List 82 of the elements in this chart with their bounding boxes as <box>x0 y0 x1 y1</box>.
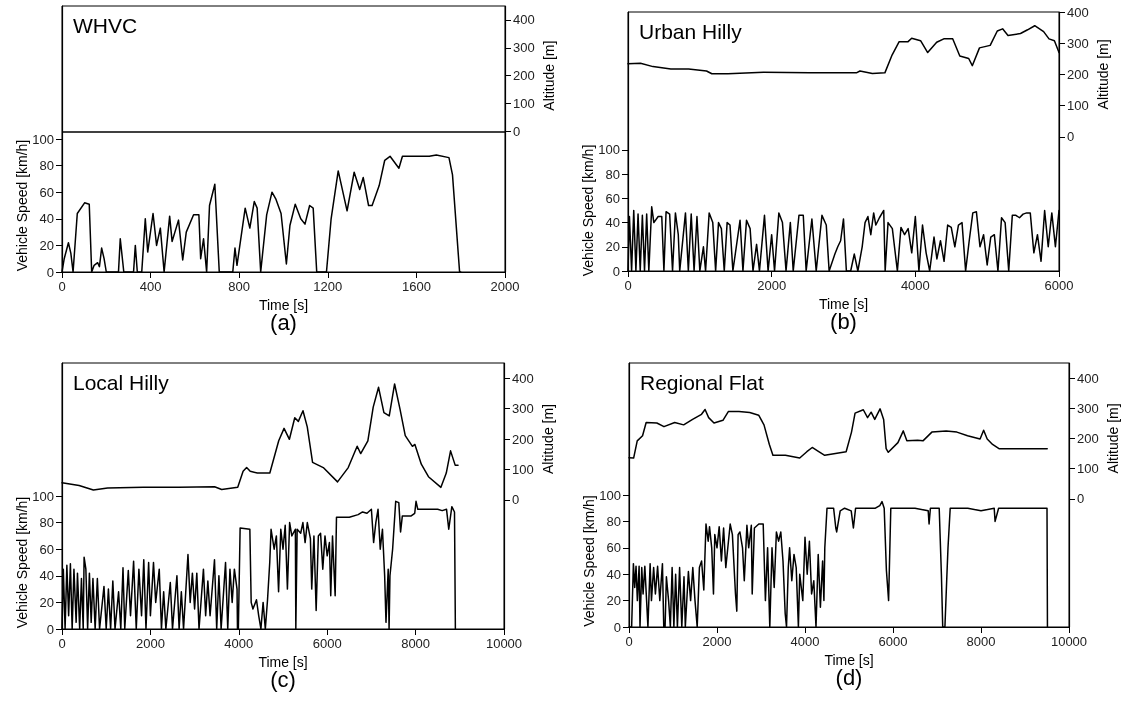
y2-tick-label: 300 <box>1077 400 1099 416</box>
y-tick-label: 60 <box>606 540 621 556</box>
x-axis-title: Time [s] <box>818 296 869 312</box>
y-tick-label: 40 <box>605 215 620 231</box>
x-tick-label: 0 <box>58 279 66 294</box>
y2-tick-label: 400 <box>1067 4 1089 20</box>
y-tick-label: 80 <box>606 513 621 529</box>
chart-title: Local Hilly <box>73 371 170 394</box>
y-tick-label: 60 <box>605 190 620 206</box>
y-axis-title: Vehicle Speed [km/h] <box>14 496 30 629</box>
y-tick-label: 0 <box>613 619 621 635</box>
y-tick-label: 100 <box>32 488 54 504</box>
x-tick-label: 2000 <box>757 278 787 293</box>
y-tick-label: 100 <box>32 131 54 147</box>
y-tick-label: 80 <box>39 515 54 531</box>
y-tick-label: 20 <box>605 239 620 255</box>
y2-tick-label: 100 <box>513 95 535 111</box>
y2-tick-label: 200 <box>512 431 534 447</box>
y-tick-label: 60 <box>39 541 54 557</box>
y-tick-label: 40 <box>39 568 54 584</box>
x-tick-label: 10000 <box>485 636 523 651</box>
x-tick-label: 1200 <box>313 279 343 294</box>
y-tick-label: 0 <box>46 264 54 280</box>
y2-tick-label: 200 <box>1067 66 1089 82</box>
y-axis-title: Vehicle Speed [km/h] <box>14 139 30 272</box>
y-tick-label: 20 <box>606 593 621 609</box>
y-tick-label: 40 <box>606 566 621 582</box>
x-tick-label: 8000 <box>966 634 996 649</box>
y-tick-label: 60 <box>39 184 54 200</box>
y2-tick-label: 400 <box>513 12 535 28</box>
x-tick-label: 2000 <box>702 634 732 649</box>
y2-axis-title: Altitude [m] <box>1095 39 1111 110</box>
x-tick-label: 10000 <box>1050 634 1088 649</box>
y2-axis-title: Altitude [m] <box>540 403 556 475</box>
chart-title: Urban Hilly <box>639 20 743 43</box>
y2-tick-label: 200 <box>1077 430 1099 446</box>
y2-tick-label: 0 <box>512 492 520 508</box>
x-axis-title: Time [s] <box>824 652 874 668</box>
y2-tick-label: 0 <box>1067 129 1075 145</box>
y2-tick-label: 0 <box>1077 491 1085 507</box>
x-tick-label: 2000 <box>135 636 165 651</box>
y2-tick-label: 100 <box>1067 98 1089 114</box>
y2-tick-label: 400 <box>1077 370 1099 386</box>
x-tick-label: 4000 <box>900 278 930 293</box>
x-axis-title: Time [s] <box>258 654 308 670</box>
y-axis-title: Vehicle Speed [km/h] <box>580 144 596 277</box>
y-tick-label: 100 <box>599 487 621 503</box>
y-tick-label: 80 <box>39 158 54 174</box>
y2-tick-label: 300 <box>1067 35 1089 51</box>
y2-tick-label: 300 <box>513 40 535 56</box>
chart-title: Regional Flat <box>640 371 764 394</box>
y-axis-title: Vehicle Speed [km/h] <box>581 495 597 627</box>
y-tick-label: 80 <box>605 166 620 182</box>
y2-axis-title: Altitude [m] <box>1105 403 1121 474</box>
y2-tick-label: 100 <box>1077 461 1099 477</box>
x-tick-label: 1600 <box>401 279 431 294</box>
x-tick-label: 6000 <box>878 634 908 649</box>
y2-tick-label: 300 <box>512 401 534 417</box>
x-tick-label: 4000 <box>790 634 820 649</box>
y2-tick-label: 200 <box>513 68 535 84</box>
y2-tick-label: 100 <box>512 461 534 477</box>
y-tick-label: 40 <box>39 211 54 227</box>
y-tick-label: 100 <box>598 142 620 158</box>
x-axis-title: Time [s] <box>258 297 309 313</box>
chart-title: WHVC <box>73 14 138 37</box>
x-tick-label: 0 <box>58 636 66 651</box>
x-tick-label: 0 <box>624 278 632 293</box>
y-tick-label: 0 <box>612 263 620 279</box>
y2-tick-label: 0 <box>513 123 521 139</box>
x-tick-label: 2000 <box>490 279 520 294</box>
x-tick-label: 6000 <box>312 636 342 651</box>
y2-tick-label: 400 <box>512 370 534 386</box>
x-tick-label: 400 <box>139 279 162 294</box>
x-tick-label: 0 <box>625 634 633 649</box>
x-tick-label: 6000 <box>1044 278 1074 293</box>
y-tick-label: 0 <box>46 621 54 637</box>
y-tick-label: 20 <box>39 237 54 253</box>
y2-axis-title: Altitude [m] <box>541 40 557 111</box>
x-tick-label: 4000 <box>224 636 254 651</box>
x-tick-label: 8000 <box>401 636 431 651</box>
x-tick-label: 800 <box>228 279 251 294</box>
y-tick-label: 20 <box>39 594 54 610</box>
